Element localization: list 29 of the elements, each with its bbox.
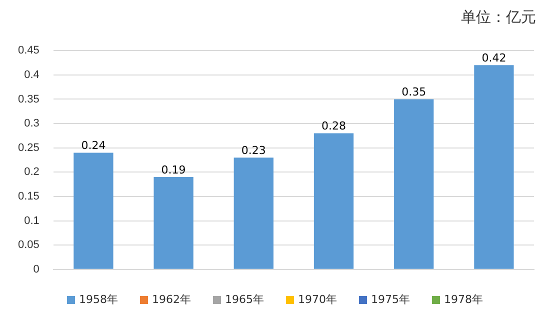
bar xyxy=(314,133,354,269)
data-label: 0.24 xyxy=(81,139,106,152)
bar xyxy=(154,177,194,269)
y-tick-label: 0.2 xyxy=(24,166,40,178)
y-tick-label: 0.35 xyxy=(18,93,40,106)
bar xyxy=(74,152,114,269)
y-tick-label: 0 xyxy=(33,263,40,276)
data-label: 0.19 xyxy=(161,163,186,176)
data-label: 0.35 xyxy=(402,86,426,99)
y-tick-label: 0.25 xyxy=(18,142,40,154)
bar xyxy=(474,65,514,269)
text: 单位：亿元 xyxy=(461,8,536,27)
x-tick-label: 1965年 xyxy=(225,292,264,307)
data-label: 0.42 xyxy=(482,52,506,65)
data-label: 0.23 xyxy=(241,144,266,157)
y-tick-label: 0.1 xyxy=(24,214,40,227)
data-label: 0.28 xyxy=(322,120,346,133)
bar xyxy=(394,99,434,269)
y-tick-label: 0.3 xyxy=(24,118,40,130)
x-tick-label: 1975年 xyxy=(371,292,410,307)
x-tick-label: 1970年 xyxy=(298,292,337,307)
y-tick-label: 0.4 xyxy=(24,68,40,81)
y-tick-label: 0.15 xyxy=(18,190,40,202)
y-tick-label: 0.05 xyxy=(18,239,40,252)
x-tick-label: 1962年 xyxy=(152,292,191,307)
bar xyxy=(234,158,274,269)
y-tick-label: 0.45 xyxy=(18,44,40,57)
x-tick-label: 1958年 xyxy=(79,292,118,307)
x-tick-label: 1978年 xyxy=(444,292,483,307)
